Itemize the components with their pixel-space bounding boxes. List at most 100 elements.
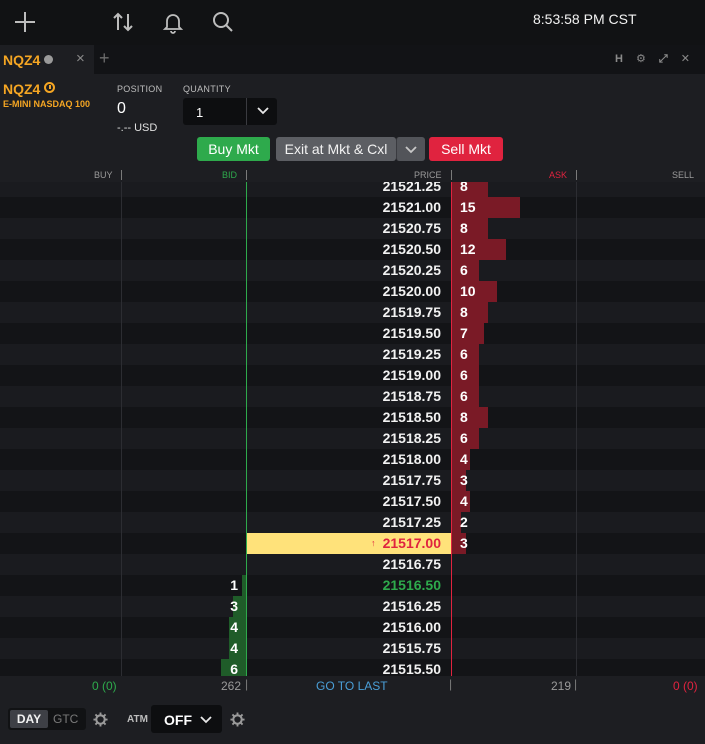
ladder-row[interactable]: 2 21517.25 (0, 512, 705, 533)
price-level[interactable]: 21516.50 (382, 577, 441, 593)
ask-size[interactable]: 8 (460, 220, 468, 236)
chevron-down-icon[interactable] (256, 103, 270, 117)
price-level[interactable]: 21517.25 (382, 514, 441, 530)
ladder-row[interactable]: 12 21520.50 (0, 239, 705, 260)
ask-size[interactable]: 4 (460, 493, 468, 509)
ladder-row[interactable]: 8 21520.75 (0, 218, 705, 239)
ladder-row[interactable]: 6 21515.50 (0, 659, 705, 676)
ladder-row[interactable]: ↑ 3 21517.00 (0, 533, 705, 554)
price-level[interactable]: 21517.50 (382, 493, 441, 509)
column-divider (246, 182, 247, 676)
exit-market-cancel-button[interactable]: Exit at Mkt & Cxl (276, 137, 396, 161)
ask-size[interactable]: 3 (460, 535, 468, 551)
ladder-row[interactable]: 4 21516.00 (0, 617, 705, 638)
ask-size[interactable]: 8 (460, 304, 468, 320)
price-level[interactable]: 21521.25 (382, 182, 441, 194)
ask-size[interactable]: 12 (460, 241, 476, 257)
ask-size[interactable]: 10 (460, 283, 476, 299)
quantity-select[interactable]: 1 (183, 98, 277, 125)
ask-size[interactable]: 7 (460, 325, 468, 341)
price-level[interactable]: 21519.00 (382, 367, 441, 383)
ask-size[interactable]: 6 (460, 346, 468, 362)
ask-size[interactable]: 15 (460, 199, 476, 215)
price-level[interactable]: 21516.25 (382, 598, 441, 614)
price-level[interactable]: 21519.75 (382, 304, 441, 320)
price-level[interactable]: 21519.50 (382, 325, 441, 341)
ladder-row[interactable]: 6 21519.25 (0, 344, 705, 365)
position-label: POSITION (117, 84, 163, 94)
ladder-row[interactable]: 7 21519.50 (0, 323, 705, 344)
bid-size[interactable]: 4 (230, 619, 238, 635)
ask-size[interactable]: 8 (460, 409, 468, 425)
price-level[interactable]: 21521.00 (382, 199, 441, 215)
sell-market-button[interactable]: Sell Mkt (429, 137, 503, 161)
tab-nqz4[interactable]: NQZ4 × (0, 45, 94, 74)
ladder-row[interactable]: 6 21518.25 (0, 428, 705, 449)
order-header: NQZ4 E-MINI NASDAQ 100 POSITION 0 -.-- U… (0, 74, 705, 182)
buy-market-button[interactable]: Buy Mkt (197, 137, 270, 161)
price-level[interactable]: 21520.50 (382, 241, 441, 257)
ladder-row[interactable]: 4 21515.75 (0, 638, 705, 659)
ladder-row[interactable]: 6 21520.25 (0, 260, 705, 281)
bid-depth-bar (229, 638, 246, 659)
tab-close-icon[interactable]: × (76, 50, 85, 67)
ladder-row[interactable]: 3 21517.75 (0, 470, 705, 491)
ladder-row[interactable]: 8 21521.25 (0, 182, 705, 197)
price-level[interactable]: 21516.00 (382, 619, 441, 635)
ladder-row[interactable]: 8 21519.75 (0, 302, 705, 323)
price-level[interactable]: 21518.00 (382, 451, 441, 467)
atm-strategy-select[interactable]: OFF (151, 705, 222, 733)
bid-size[interactable]: 1 (230, 577, 238, 593)
ladder-row[interactable]: 10 21520.00 (0, 281, 705, 302)
price-level[interactable]: 21517.75 (382, 472, 441, 488)
ladder-row[interactable]: 4 21517.50 (0, 491, 705, 512)
tab-add-icon[interactable]: + (99, 48, 110, 68)
ask-size[interactable]: 8 (460, 182, 468, 194)
price-level[interactable]: 21520.75 (382, 220, 441, 236)
tif-day-option[interactable]: DAY (10, 710, 48, 728)
price-level[interactable]: 21516.75 (382, 556, 441, 572)
price-level[interactable]: 21519.25 (382, 346, 441, 362)
ladder-row[interactable]: 21516.75 (0, 554, 705, 575)
sell-orders-total: 0 (0) (673, 679, 698, 693)
ladder-row[interactable]: 6 21519.00 (0, 365, 705, 386)
price-level[interactable]: 21518.50 (382, 409, 441, 425)
ask-size[interactable]: 6 (460, 388, 468, 404)
price-level[interactable]: 21515.75 (382, 640, 441, 656)
ladder-row[interactable]: 1 21516.50 (0, 575, 705, 596)
price-level[interactable]: 21515.50 (382, 661, 441, 676)
ask-size[interactable]: 6 (460, 367, 468, 383)
price-level[interactable]: 21518.25 (382, 430, 441, 446)
ladder-row[interactable]: 3 21516.25 (0, 596, 705, 617)
price-level[interactable]: 21520.25 (382, 262, 441, 278)
ladder-row[interactable]: 6 21518.75 (0, 386, 705, 407)
instrument-symbol[interactable]: NQZ4 (3, 81, 41, 97)
ask-size[interactable]: 2 (460, 514, 468, 530)
price-up-arrow-icon: ↑ (371, 538, 376, 548)
exit-options-dropdown[interactable] (396, 137, 425, 161)
ladder-row[interactable]: 4 21518.00 (0, 449, 705, 470)
ask-size[interactable]: 6 (460, 430, 468, 446)
ladder-row[interactable]: 8 21518.50 (0, 407, 705, 428)
price-level[interactable]: 21518.75 (382, 388, 441, 404)
tif-gtc-option[interactable]: GTC (53, 712, 79, 726)
ask-depth-bar (452, 428, 479, 449)
ask-size[interactable]: 4 (460, 451, 468, 467)
bell-icon[interactable] (159, 8, 187, 36)
window-controls[interactable]: H ⚙ ⤢ ✕ (615, 53, 695, 65)
ladder-row[interactable]: 15 21521.00 (0, 197, 705, 218)
bid-size[interactable]: 6 (230, 661, 238, 676)
gear-icon[interactable] (230, 712, 245, 727)
search-icon[interactable] (209, 8, 237, 36)
price-ladder[interactable]: 8 21521.25 15 21521.00 8 21520.75 12 21520.50 6 2… (0, 182, 705, 676)
add-icon[interactable] (11, 8, 39, 36)
bid-size[interactable]: 3 (230, 598, 238, 614)
ask-size[interactable]: 6 (460, 262, 468, 278)
ask-size[interactable]: 3 (460, 472, 468, 488)
go-to-last-button[interactable]: GO TO LAST (316, 679, 388, 693)
sort-arrows-icon[interactable] (109, 8, 137, 36)
price-level[interactable]: 21520.00 (382, 283, 441, 299)
gear-icon[interactable] (93, 712, 108, 727)
bid-size[interactable]: 4 (230, 640, 238, 656)
last-price[interactable]: 21517.00 (382, 535, 441, 551)
